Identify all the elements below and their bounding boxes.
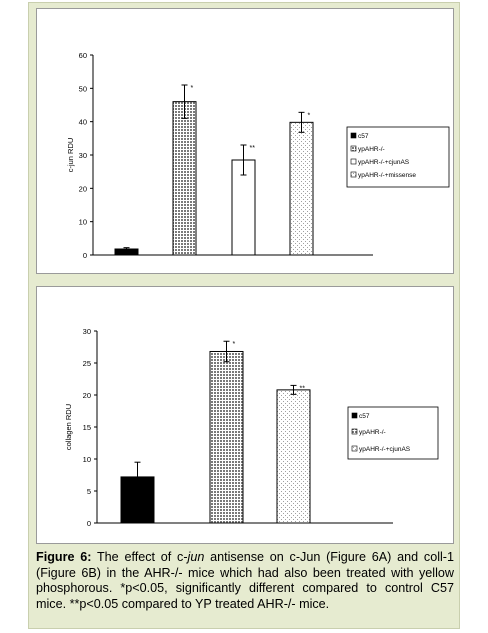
- legend-label-a-0: c57: [358, 133, 369, 140]
- caption-text-2: antisense on c-Jun (Figure 6A) and coll-…: [36, 550, 454, 611]
- y-tick-label-a-1: 10: [79, 218, 87, 227]
- y-tick-label-a-2: 20: [79, 184, 87, 193]
- legend-swatch-a-1: [350, 145, 357, 152]
- legend-swatch-b-1: [351, 428, 358, 435]
- legend-label-a-1: ypAHR-/-: [358, 146, 385, 153]
- legend-label-b-0: c57: [359, 413, 370, 420]
- chart-panel-a: 0 10 20 30 40 50 60 c-jun RDU * ** * c57 ypAHR-/- ypA…: [36, 8, 454, 274]
- y-tick-label-a-0: 0: [83, 251, 87, 260]
- significance-mark-b-1: *: [233, 341, 236, 348]
- chart-panel-b: 0 5 10 15 20 25 30 collagen RDU * ** c57 ypAHR-/- yp…: [36, 286, 454, 544]
- significance-mark-a-3: *: [308, 112, 311, 119]
- y-tick-label-a-6: 60: [79, 51, 87, 60]
- legend-swatch-a-2: [350, 158, 357, 165]
- significance-mark-a-2: **: [250, 145, 256, 152]
- y-axis-label-a: c-jun RDU: [66, 138, 75, 173]
- legend-swatch-a-3: [350, 171, 357, 178]
- legend-label-b-2: ypAHR-/-+cjunAS: [359, 446, 411, 453]
- y-tick-label-a-4: 40: [79, 118, 87, 127]
- legend-swatch-b-0: [351, 412, 358, 419]
- y-tick-label-b-2: 10: [83, 455, 91, 464]
- significance-mark-b-2: **: [300, 385, 306, 392]
- figure-caption: Figure 6: The effect of c-jun antisense …: [36, 550, 454, 612]
- y-tick-label-b-4: 20: [83, 391, 91, 400]
- y-tick-label-b-3: 15: [83, 423, 91, 432]
- legend-label-a-2: ypAHR-/-+cjunAS: [358, 159, 410, 166]
- legend-box-a: [346, 126, 450, 188]
- bar-a-1: [172, 101, 197, 256]
- caption-label: Figure 6:: [36, 550, 92, 564]
- bar-a-3: [289, 121, 314, 256]
- y-tick-label-b-1: 5: [87, 487, 91, 496]
- y-tick-label-b-6: 30: [83, 327, 91, 336]
- legend-label-b-1: ypAHR-/-: [359, 429, 386, 436]
- legend-swatch-a-0: [350, 132, 357, 139]
- y-tick-label-b-0: 0: [87, 519, 91, 528]
- legend-swatch-b-2: [351, 445, 358, 452]
- legend-box-b: [347, 406, 439, 460]
- significance-mark-a-1: *: [191, 85, 194, 92]
- caption-text-1: The effect of c-: [91, 550, 188, 564]
- bar-b-2: [276, 389, 311, 524]
- caption-italic: jun: [187, 550, 205, 564]
- legend-label-a-3: ypAHR-/-+missense: [358, 172, 416, 179]
- y-tick-label-b-5: 25: [83, 359, 91, 368]
- y-tick-label-a-5: 50: [79, 84, 87, 93]
- y-tick-label-a-3: 30: [79, 151, 87, 160]
- y-axis-label-b: collagen RDU: [64, 404, 73, 450]
- bar-b-1: [209, 350, 244, 524]
